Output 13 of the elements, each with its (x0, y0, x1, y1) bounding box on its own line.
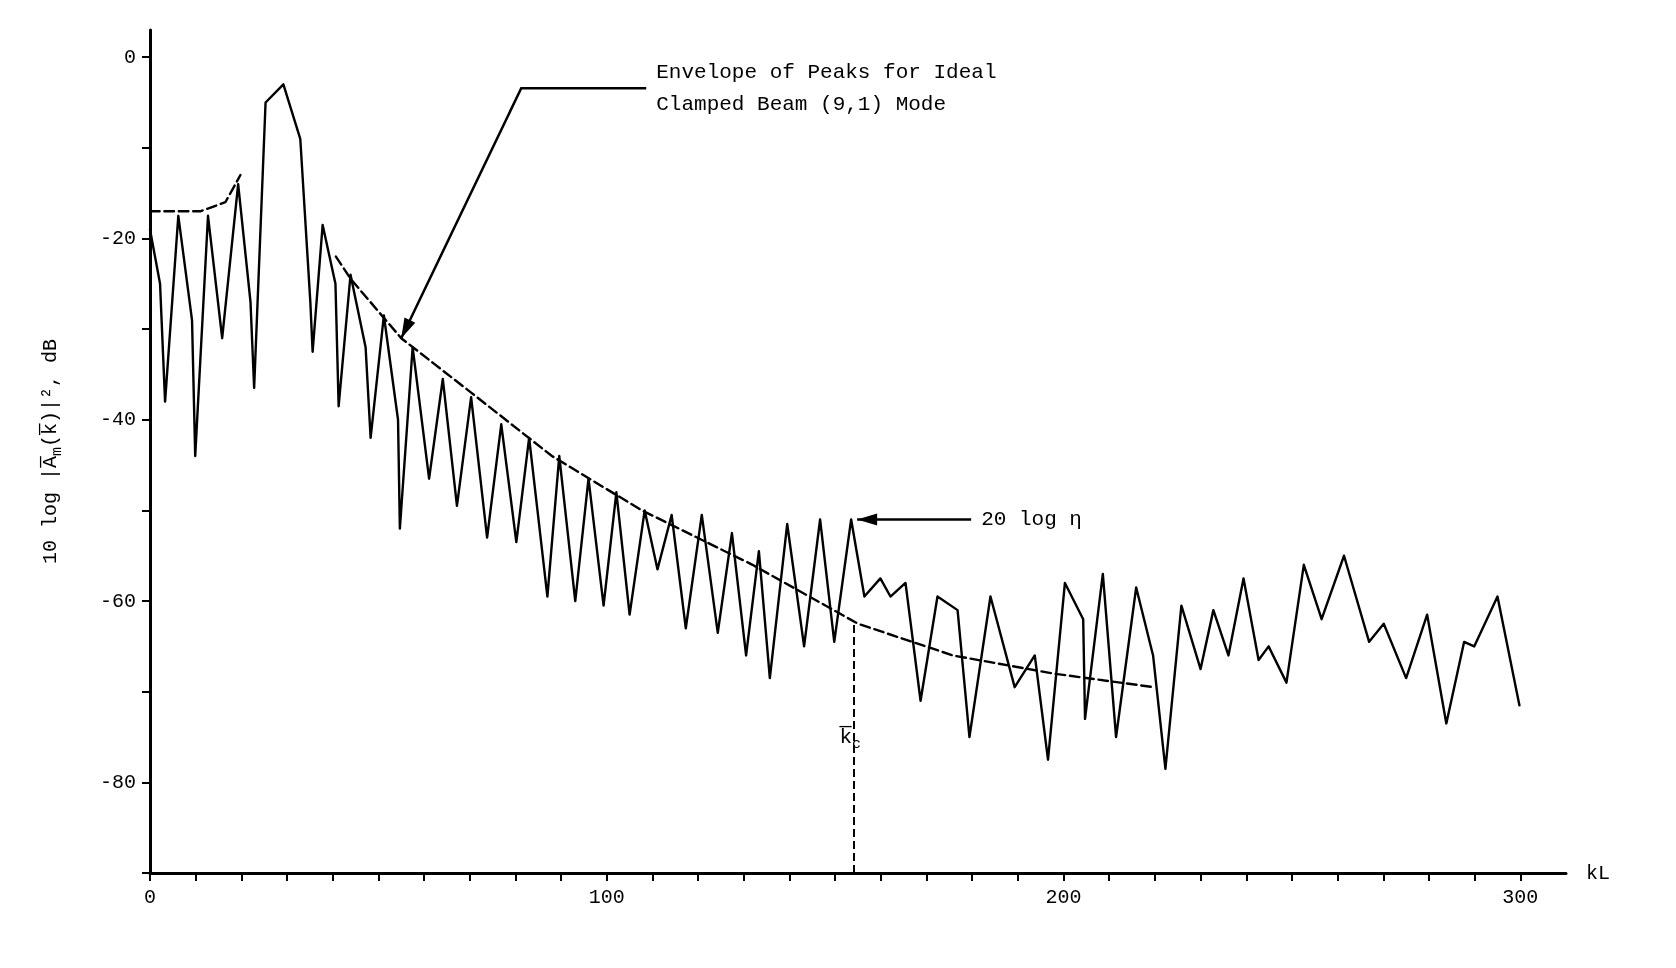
x-tick-label: 300 (1502, 885, 1539, 909)
y-tick-label: -60 (99, 589, 136, 613)
y-tick-label: -40 (99, 408, 136, 432)
x-tick-label: 200 (1045, 885, 1082, 909)
x-tick-label: 0 (143, 885, 157, 909)
y-tick-label: -20 (99, 226, 136, 250)
annotation: Envelope of Peaks for Ideal Clamped Beam (9,1) Mode (656, 60, 1010, 116)
y-tick-label: -80 (99, 770, 136, 794)
x-tick-label: 100 (588, 885, 625, 909)
annotation: 20 log η (981, 507, 1082, 531)
y-tick-label: 0 (123, 45, 136, 69)
y-axis-title: 10 log |A̅m(k̅)|², dB (37, 338, 66, 565)
x-axis-title: kL (1586, 861, 1611, 885)
